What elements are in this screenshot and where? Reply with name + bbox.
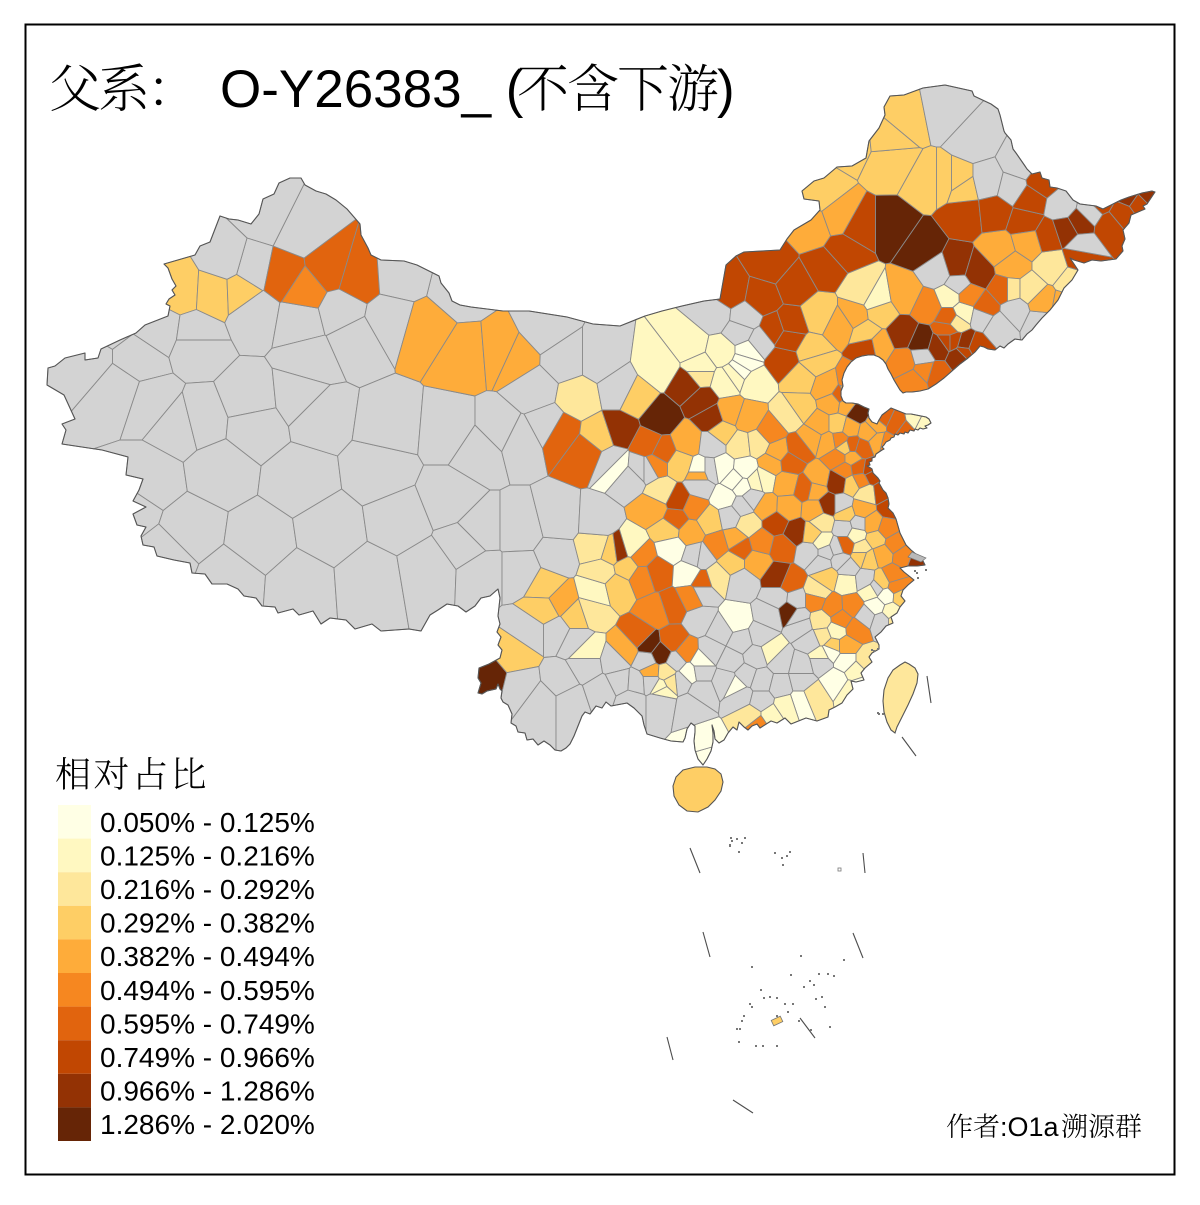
svg-text:): ) [717, 60, 735, 119]
svg-text:1.286% - 2.020%: 1.286% - 2.020% [100, 1109, 315, 1140]
svg-text:0.749% - 0.966%: 0.749% - 0.966% [100, 1042, 315, 1073]
svg-text:O-Y26383_ (: O-Y26383_ ( [220, 60, 524, 119]
svg-text:0.050% - 0.125%: 0.050% - 0.125% [100, 807, 315, 838]
svg-text:0.966% - 1.286%: 0.966% - 1.286% [100, 1076, 315, 1107]
svg-text:0.595% - 0.749%: 0.595% - 0.749% [100, 1008, 315, 1039]
svg-text:0.382% - 0.494%: 0.382% - 0.494% [100, 941, 315, 972]
svg-text:0.494% - 0.595%: 0.494% - 0.595% [100, 975, 315, 1006]
svg-text:0.125% - 0.216%: 0.125% - 0.216% [100, 840, 315, 871]
svg-text::O1a: :O1a [1000, 1112, 1060, 1142]
svg-text:0.216% - 0.292%: 0.216% - 0.292% [100, 874, 315, 905]
svg-text:0.292% - 0.382%: 0.292% - 0.382% [100, 908, 315, 939]
